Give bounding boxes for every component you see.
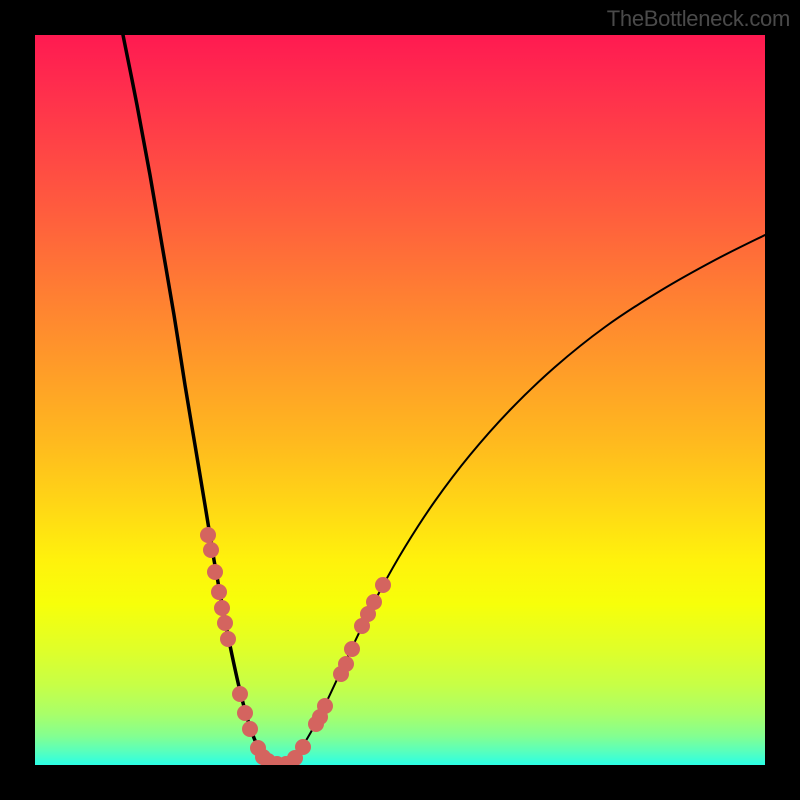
marker-point xyxy=(375,577,391,593)
marker-point xyxy=(203,542,219,558)
marker-point xyxy=(220,631,236,647)
marker-point xyxy=(317,698,333,714)
marker-point xyxy=(217,615,233,631)
marker-point xyxy=(344,641,360,657)
marker-point xyxy=(211,584,227,600)
marker-point xyxy=(214,600,230,616)
marker-point xyxy=(232,686,248,702)
chart-container: TheBottleneck.com xyxy=(0,0,800,800)
marker-point xyxy=(242,721,258,737)
chart-svg xyxy=(35,35,765,765)
plot-area xyxy=(35,35,765,765)
watermark-text: TheBottleneck.com xyxy=(607,6,790,32)
marker-point xyxy=(295,739,311,755)
marker-point xyxy=(366,594,382,610)
marker-point xyxy=(207,564,223,580)
marker-point xyxy=(338,656,354,672)
marker-point xyxy=(200,527,216,543)
marker-point xyxy=(237,705,253,721)
